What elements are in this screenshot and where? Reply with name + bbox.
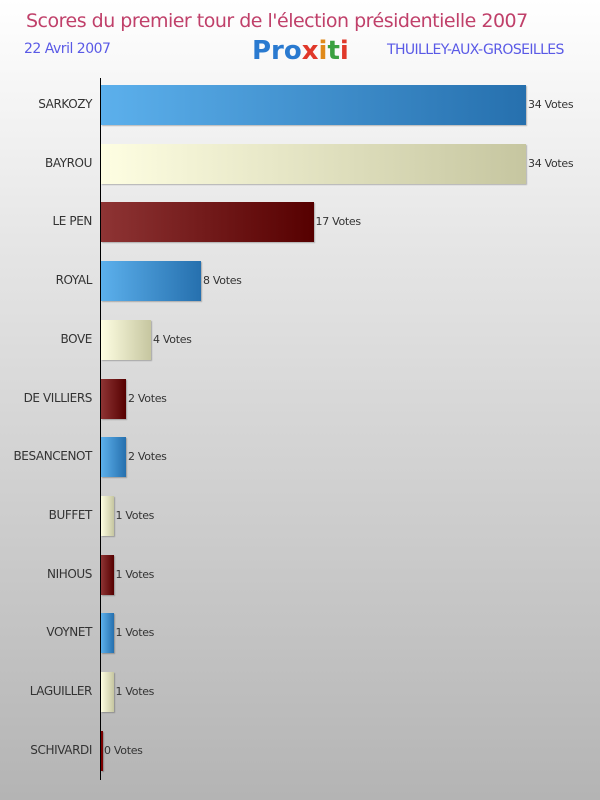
- bar: [101, 672, 114, 712]
- election-date: 22 Avril 2007: [24, 41, 111, 57]
- bar: [101, 495, 114, 536]
- value-label: 34 Votes: [528, 156, 574, 170]
- category-label: BAYROU: [44, 155, 92, 170]
- category-label: NIHOUS: [47, 566, 92, 581]
- y-axis-line: [100, 78, 101, 780]
- bar: [101, 261, 201, 302]
- bar: [101, 613, 114, 654]
- category-label: LE PEN: [52, 214, 93, 229]
- value-label: 2 Votes: [128, 391, 167, 405]
- bar: [101, 202, 314, 243]
- commune-name: THUILLEY-AUX-GROSEILLES: [387, 42, 564, 58]
- bar: [101, 319, 151, 360]
- bar: [101, 143, 526, 184]
- chart-title: Scores du premier tour de l'élection pré…: [26, 10, 528, 32]
- value-label: 1 Votes: [115, 508, 155, 522]
- category-label: LAGUILLER: [29, 684, 93, 698]
- category-label: VOYNET: [46, 625, 92, 640]
- bar: [101, 378, 126, 419]
- proxiti-logo: Proxiti: [252, 36, 349, 66]
- category-label: ROYAL: [55, 273, 93, 288]
- category-label: DE VILLIERS: [23, 390, 93, 405]
- bar: [101, 85, 526, 125]
- value-label: 1 Votes: [115, 685, 155, 698]
- value-label: 0 Votes: [104, 743, 143, 757]
- value-label: 1 Votes: [115, 626, 155, 640]
- bar: [101, 730, 103, 771]
- bar: [101, 437, 126, 478]
- value-label: 2 Votes: [128, 450, 167, 464]
- category-label: SARKOZY: [38, 97, 92, 111]
- value-label: 4 Votes: [153, 332, 192, 346]
- category-label: BESANCENOT: [13, 449, 92, 464]
- value-label: 34 Votes: [528, 98, 574, 111]
- category-label: BUFFET: [48, 507, 93, 522]
- value-label: 17 Votes: [315, 215, 362, 229]
- category-label: BOVE: [60, 331, 93, 346]
- category-label: SCHIVARDI: [30, 742, 92, 757]
- bar: [101, 554, 114, 595]
- value-label: 1 Votes: [115, 567, 155, 581]
- value-label: 8 Votes: [203, 274, 242, 288]
